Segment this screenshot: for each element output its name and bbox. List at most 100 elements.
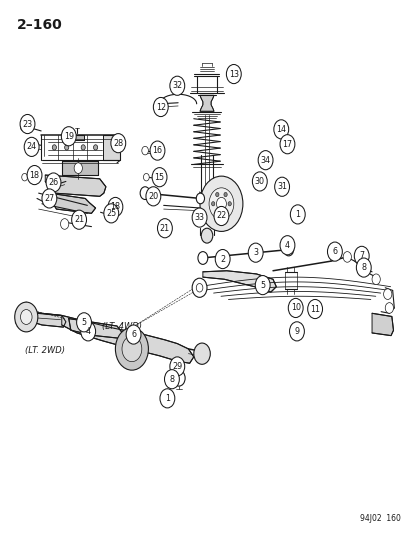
- Circle shape: [193, 343, 210, 365]
- Circle shape: [290, 205, 304, 224]
- Text: 28: 28: [113, 139, 123, 148]
- Circle shape: [248, 243, 263, 262]
- Circle shape: [255, 276, 269, 295]
- Circle shape: [111, 134, 126, 153]
- Circle shape: [122, 336, 142, 362]
- Text: 31: 31: [276, 182, 286, 191]
- Text: 20: 20: [148, 192, 158, 201]
- Circle shape: [21, 310, 32, 325]
- Circle shape: [64, 145, 69, 150]
- Circle shape: [169, 76, 184, 95]
- Circle shape: [61, 127, 76, 146]
- Circle shape: [21, 124, 26, 131]
- Circle shape: [150, 141, 164, 160]
- Circle shape: [279, 236, 294, 255]
- Circle shape: [287, 298, 302, 318]
- Text: 9: 9: [294, 327, 299, 336]
- Text: 30: 30: [254, 177, 264, 186]
- Polygon shape: [45, 175, 106, 196]
- Text: 15: 15: [154, 173, 164, 182]
- Circle shape: [15, 302, 38, 332]
- Text: 8: 8: [169, 375, 174, 384]
- Text: 5: 5: [81, 318, 86, 327]
- Circle shape: [172, 370, 185, 386]
- Circle shape: [279, 135, 294, 154]
- Circle shape: [371, 274, 380, 285]
- Circle shape: [74, 163, 82, 173]
- Text: 11: 11: [309, 304, 319, 313]
- Circle shape: [27, 165, 42, 184]
- Circle shape: [164, 369, 179, 389]
- Circle shape: [81, 322, 95, 341]
- Circle shape: [165, 373, 175, 385]
- Text: 2–160: 2–160: [17, 18, 63, 31]
- Circle shape: [140, 187, 150, 199]
- Circle shape: [159, 389, 174, 408]
- Text: 34: 34: [260, 156, 270, 165]
- Circle shape: [199, 176, 242, 231]
- Text: 23: 23: [22, 119, 33, 128]
- Circle shape: [258, 151, 272, 169]
- Circle shape: [108, 197, 123, 216]
- Circle shape: [153, 98, 168, 117]
- Circle shape: [24, 138, 39, 157]
- Text: 17: 17: [282, 140, 292, 149]
- Polygon shape: [69, 319, 122, 338]
- Text: 6: 6: [131, 330, 136, 339]
- Circle shape: [115, 328, 148, 370]
- Polygon shape: [62, 161, 97, 175]
- Text: 29: 29: [172, 362, 182, 371]
- Circle shape: [145, 187, 160, 206]
- Circle shape: [93, 145, 97, 150]
- Polygon shape: [199, 95, 214, 111]
- Circle shape: [223, 211, 227, 215]
- Text: 6: 6: [332, 247, 337, 256]
- Text: (LT. 2WD): (LT. 2WD): [25, 346, 65, 355]
- Text: 27: 27: [44, 194, 55, 203]
- Text: 10: 10: [290, 303, 300, 312]
- Circle shape: [327, 242, 342, 261]
- Text: 4: 4: [85, 327, 90, 336]
- Circle shape: [223, 192, 227, 197]
- Circle shape: [383, 289, 391, 300]
- Circle shape: [211, 201, 214, 206]
- Polygon shape: [70, 135, 84, 140]
- Circle shape: [197, 252, 207, 264]
- Circle shape: [214, 206, 228, 225]
- Circle shape: [216, 197, 226, 210]
- Text: 1: 1: [164, 394, 169, 403]
- Circle shape: [126, 325, 141, 344]
- Circle shape: [46, 173, 61, 192]
- Polygon shape: [103, 135, 119, 160]
- Text: 19: 19: [64, 132, 74, 141]
- Circle shape: [273, 120, 288, 139]
- Circle shape: [42, 189, 57, 208]
- Circle shape: [201, 228, 212, 243]
- Text: 18: 18: [110, 203, 120, 212]
- Circle shape: [192, 208, 206, 227]
- Circle shape: [385, 303, 392, 313]
- Circle shape: [289, 322, 304, 341]
- Circle shape: [60, 219, 69, 229]
- Text: 5: 5: [259, 280, 265, 289]
- Polygon shape: [49, 193, 95, 213]
- Text: 18: 18: [29, 171, 39, 180]
- Text: 4: 4: [284, 241, 289, 250]
- Text: 13: 13: [228, 70, 238, 78]
- Polygon shape: [202, 271, 275, 292]
- Text: 33: 33: [194, 213, 204, 222]
- Circle shape: [52, 145, 56, 150]
- Circle shape: [157, 219, 172, 238]
- Text: 8: 8: [361, 263, 366, 272]
- Text: 24: 24: [26, 142, 37, 151]
- Text: 26: 26: [48, 178, 58, 187]
- Circle shape: [192, 278, 206, 297]
- Circle shape: [20, 115, 35, 134]
- Text: 1: 1: [294, 210, 299, 219]
- Circle shape: [215, 249, 230, 269]
- Circle shape: [142, 147, 148, 155]
- Polygon shape: [62, 316, 193, 364]
- Text: 25: 25: [106, 209, 116, 218]
- Text: 21: 21: [159, 224, 170, 233]
- Text: 3: 3: [253, 248, 258, 257]
